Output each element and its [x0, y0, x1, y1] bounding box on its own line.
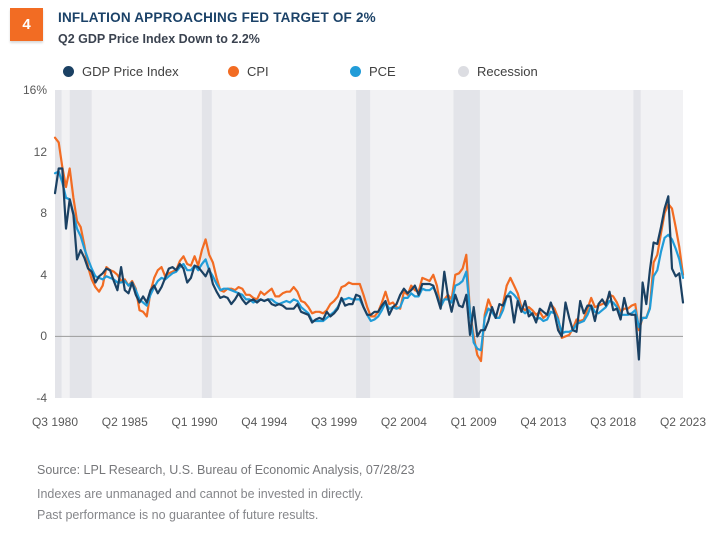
x-axis-tick-label: Q2 2023	[659, 415, 707, 429]
chart-title: INFLATION APPROACHING FED TARGET OF 2%	[58, 10, 376, 25]
y-axis-labels: 16% 12 8 4 0 -4	[0, 0, 47, 538]
legend-label: PCE	[369, 64, 396, 79]
x-axis-tick-label: Q2 1985	[101, 415, 148, 429]
legend-label: CPI	[247, 64, 269, 79]
recession-band	[69, 90, 92, 398]
inflation-chart	[53, 90, 685, 398]
recession-band	[633, 90, 641, 398]
legend-item-recession: Recession	[458, 64, 538, 79]
legend-item-cpi: CPI	[228, 64, 269, 79]
y-axis-tick-label: 0	[40, 329, 47, 344]
x-axis-tick-label: Q3 1980	[31, 415, 79, 429]
y-axis-tick-label: 8	[40, 206, 47, 221]
source-text: Source: LPL Research, U.S. Bureau of Eco…	[37, 463, 415, 477]
x-axis-tick-label: Q3 2018	[590, 415, 637, 429]
legend-dot-icon	[228, 66, 239, 77]
y-axis-tick-label: -4	[36, 391, 47, 405]
recession-band	[356, 90, 371, 398]
y-axis-tick-label: 12	[33, 144, 47, 159]
legend-label: Recession	[477, 64, 538, 79]
legend-item-pce: PCE	[350, 64, 396, 79]
chart-subtitle: Q2 GDP Price Index Down to 2.2%	[58, 32, 260, 46]
recession-band	[55, 90, 62, 398]
disclaimer-text-2: Past performance is no guarantee of futu…	[37, 508, 319, 522]
legend-dot-icon	[350, 66, 361, 77]
x-axis-tick-label: Q4 1994	[241, 415, 288, 429]
x-axis-tick-label: Q1 1990	[171, 415, 218, 429]
disclaimer-text-1: Indexes are unmanaged and cannot be inve…	[37, 487, 364, 501]
legend-dot-icon	[458, 66, 469, 77]
y-axis-tick-label: 16%	[22, 83, 47, 97]
x-axis-tick-label: Q3 1999	[311, 415, 358, 429]
legend-label: GDP Price Index	[82, 64, 179, 79]
figure-number-badge: 4	[10, 8, 43, 41]
plot-area	[53, 90, 685, 398]
legend-item-gdp-price-index: GDP Price Index	[63, 64, 179, 79]
x-axis-tick-label: Q4 2013	[520, 415, 567, 429]
chart-legend: GDP Price Index CPI PCE Recession	[0, 64, 715, 82]
x-axis-tick-label: Q1 2009	[450, 415, 497, 429]
legend-dot-icon	[63, 66, 74, 77]
y-axis-tick-label: 4	[40, 267, 47, 282]
x-axis-tick-label: Q2 2004	[380, 415, 427, 429]
gdp-price-index-line	[53, 167, 685, 361]
